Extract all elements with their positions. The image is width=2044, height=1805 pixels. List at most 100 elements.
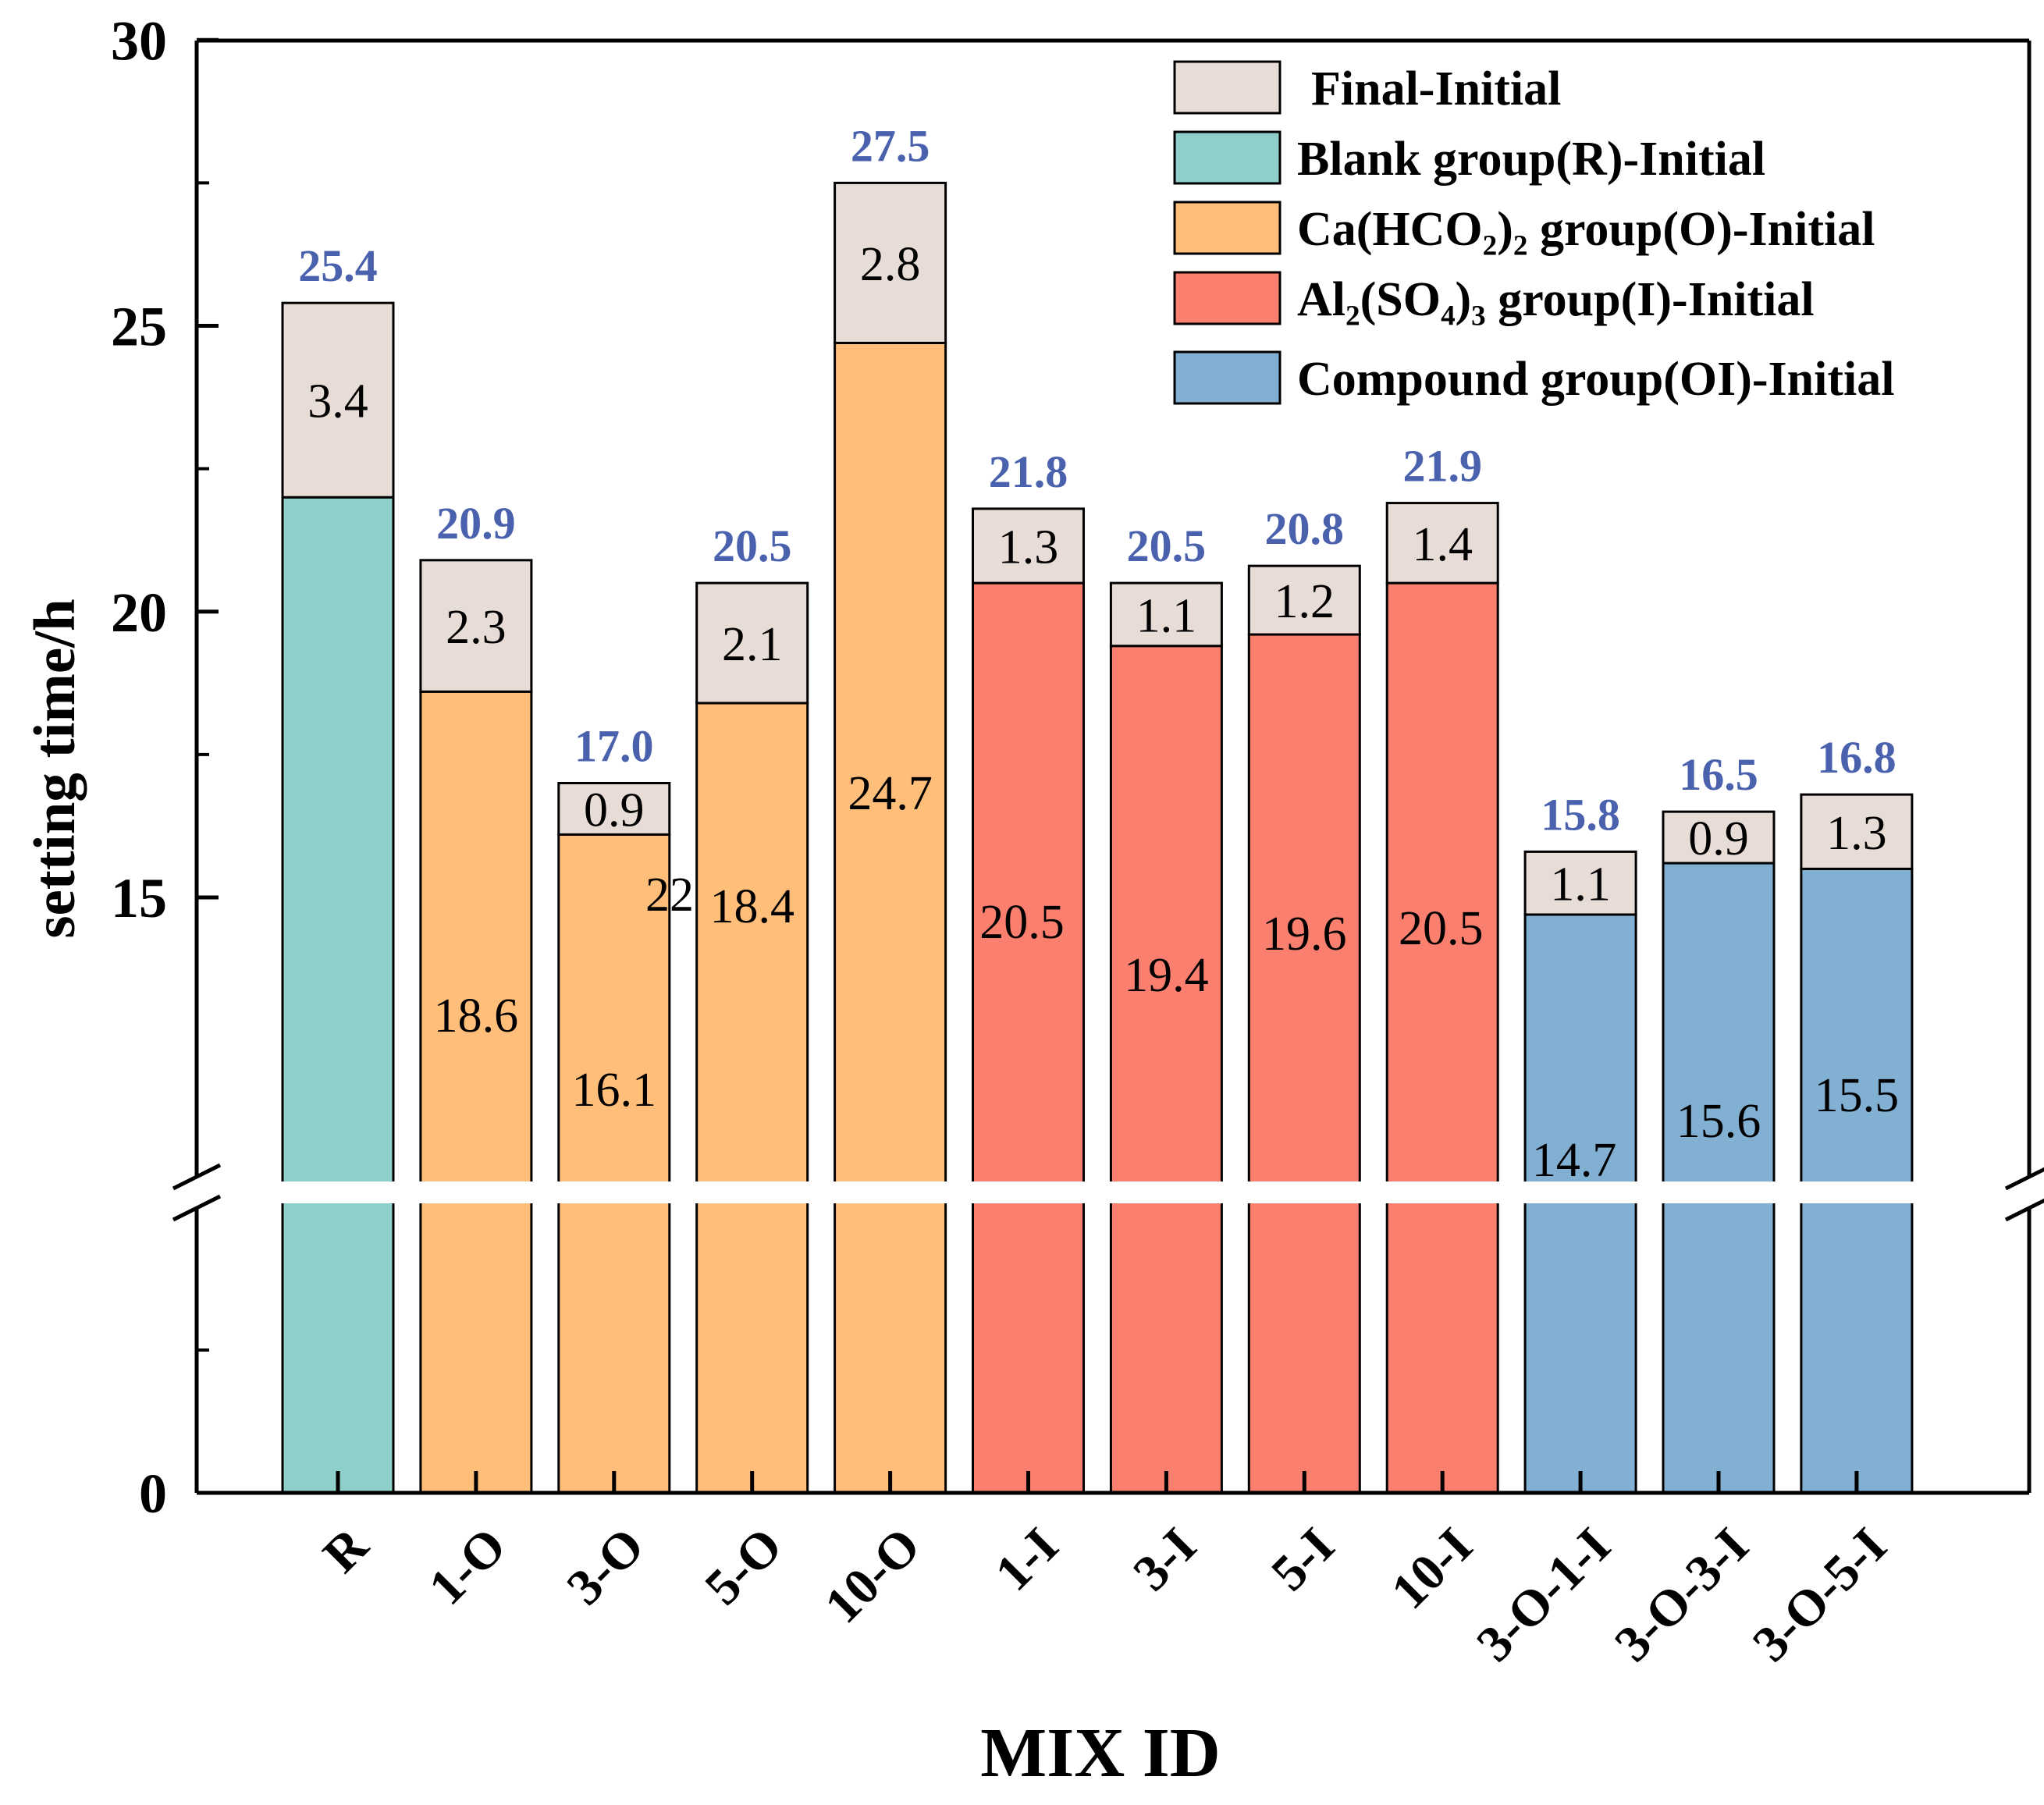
plot-frame xyxy=(194,38,2032,1495)
final-minus-initial-bar xyxy=(834,181,947,344)
x-tick-label: 5-I xyxy=(1260,1517,1345,1602)
initial-bar xyxy=(1385,581,1499,1494)
diff-value-label: 1.1 xyxy=(1550,858,1611,911)
bar-group-5-I: 1.2 20.8 xyxy=(1247,503,1361,1494)
initial-value-label: 18.6 xyxy=(434,990,519,1043)
legend-swatch-diff xyxy=(1173,60,1281,115)
total-value-label: 16.5 xyxy=(1679,749,1758,800)
total-value-label: 20.9 xyxy=(436,498,516,549)
final-minus-initial-bar xyxy=(1385,502,1499,584)
bar-group-3-O: 0.9 17.0 xyxy=(557,721,671,1494)
x-axis-title: MIX ID xyxy=(980,1714,1221,1792)
x-tick-label: 5-O xyxy=(695,1517,794,1616)
axis-break-gap xyxy=(173,1181,2044,1203)
bar-group-3-O-5-I: 1.3 16.8 xyxy=(1800,732,1914,1494)
initial-bar xyxy=(1800,867,1914,1494)
diff-value-label: 2.1 xyxy=(722,618,783,671)
initial-bar xyxy=(281,496,395,1494)
total-value-label: 16.8 xyxy=(1817,732,1896,783)
initial-value-label: 14.7 xyxy=(1532,1134,1617,1187)
initial-value-label: 19.6 xyxy=(1262,908,1347,961)
x-axis: R 1-O 3-O 5-O 10-O 1-I 3-I 5-I 10-I3-O-1-I3-O-3-… xyxy=(312,1471,1898,1672)
legend-label-O: Ca(HCO₂)₂ group(O)-Initial xyxy=(1297,203,1875,256)
bar-group-R: 3.4 25.4 xyxy=(281,240,395,1494)
initial-value-label: 22 xyxy=(645,869,694,922)
total-value-label: 17.0 xyxy=(574,721,654,772)
initial-value-label: 19.4 xyxy=(1124,949,1209,1002)
initial-value-label: 15.6 xyxy=(1676,1095,1761,1148)
final-minus-initial-bar xyxy=(281,301,395,499)
x-tick-label: 3-O-5-I xyxy=(1742,1517,1897,1672)
y-tick-label: 20 xyxy=(111,581,167,644)
y-tick-label: 15 xyxy=(111,867,167,929)
initial-bar xyxy=(1662,862,1776,1494)
x-tick-label: R xyxy=(312,1516,379,1583)
x-tick-label: 3-O xyxy=(556,1517,656,1616)
initial-bar xyxy=(972,581,1085,1494)
total-value-label: 21.8 xyxy=(989,446,1068,497)
diff-value-label: 3.4 xyxy=(307,375,368,428)
final-minus-initial-bar xyxy=(1523,850,1637,916)
y-axis: 0 15 20 25 30 xyxy=(111,9,219,1525)
final-minus-initial-bar xyxy=(1662,810,1776,865)
initial-value-label: 15.5 xyxy=(1815,1069,1900,1122)
final-minus-initial-bar xyxy=(1800,793,1914,870)
x-tick-label: 1-O xyxy=(418,1517,517,1616)
bar-group-10-I: 1.4 21.9 xyxy=(1385,441,1499,1494)
final-minus-initial-bar xyxy=(557,782,671,836)
initial-bar xyxy=(419,690,533,1494)
x-tick-label: 10-I xyxy=(1381,1517,1484,1620)
legend-label-OI: Compound group(OI)-Initial xyxy=(1297,353,1894,406)
final-minus-initial-bar xyxy=(1109,581,1223,648)
initial-bar xyxy=(1523,913,1637,1494)
final-minus-initial-bar xyxy=(695,581,809,705)
legend-label-diff: Final-Initial xyxy=(1311,62,1561,115)
total-value-label: 20.5 xyxy=(713,521,792,571)
x-tick-label: 3-I xyxy=(1122,1517,1207,1602)
diff-value-label: 1.4 xyxy=(1412,518,1473,571)
total-value-label: 21.9 xyxy=(1402,441,1482,492)
y-tick-label: 0 xyxy=(139,1462,167,1525)
bar-group-3-O-3-I: 0.9 16.5 xyxy=(1662,749,1776,1494)
y-tick-label: 30 xyxy=(111,9,167,72)
final-minus-initial-bar xyxy=(419,559,533,693)
legend-label-I: Al₂(SO₄)₃ group(I)-Initial xyxy=(1297,273,1815,326)
total-value-label: 15.8 xyxy=(1541,789,1620,840)
final-minus-initial-bar xyxy=(972,507,1085,584)
legend: Final-Initial Blank group(R)-Initial Ca(HC… xyxy=(1173,60,1894,406)
legend-swatch-R xyxy=(1173,130,1281,185)
diff-value-label: 1.1 xyxy=(1136,589,1197,642)
diff-value-label: 0.9 xyxy=(1688,812,1749,865)
initial-bar xyxy=(695,702,809,1494)
diff-value-label: 1.3 xyxy=(998,521,1059,574)
initial-bar xyxy=(557,833,671,1494)
initial-bar xyxy=(1109,645,1223,1494)
legend-swatch-O xyxy=(1173,201,1281,255)
initial-value-label: 18.4 xyxy=(709,880,794,933)
total-value-label: 27.5 xyxy=(851,120,930,171)
total-value-label: 25.4 xyxy=(298,240,378,291)
bar-group-5-O: 2.1 20.5 xyxy=(695,521,809,1494)
legend-swatch-OI xyxy=(1173,350,1281,405)
legend-label-R: Blank group(R)-Initial xyxy=(1297,133,1765,186)
bar-group-1-I: 1.3 21.8 xyxy=(972,446,1085,1494)
y-tick-label: 25 xyxy=(111,296,167,358)
total-value-label: 20.8 xyxy=(1265,503,1345,554)
legend-swatch-I xyxy=(1173,271,1281,325)
x-tick-label: 10-O xyxy=(814,1517,931,1634)
initial-value-label: 16.1 xyxy=(572,1064,657,1117)
x-tick-label: 3-O-3-I xyxy=(1604,1517,1759,1672)
diff-value-label: 0.9 xyxy=(584,783,645,837)
bar-group-10-O: 2.8 27.5 xyxy=(834,120,947,1494)
diff-value-label: 2.8 xyxy=(860,238,921,291)
total-value-label: 20.5 xyxy=(1127,521,1207,571)
diff-value-label: 1.3 xyxy=(1826,807,1887,860)
y-axis-title: setting time/h xyxy=(23,599,87,938)
bar-group-1-O: 2.3 20.9 xyxy=(419,498,533,1494)
x-tick-label: 1-I xyxy=(984,1517,1069,1602)
initial-bar xyxy=(1247,633,1361,1494)
bar-group-3-O-1-I: 1.1 15.8 xyxy=(1523,789,1637,1494)
bars-layer: 3.4 25.4 2.3 20.9 0.9 17.0 2.1 20.5 2.8 27.5 1.3 21… xyxy=(281,120,1914,1494)
diff-value-label: 2.3 xyxy=(446,601,507,654)
